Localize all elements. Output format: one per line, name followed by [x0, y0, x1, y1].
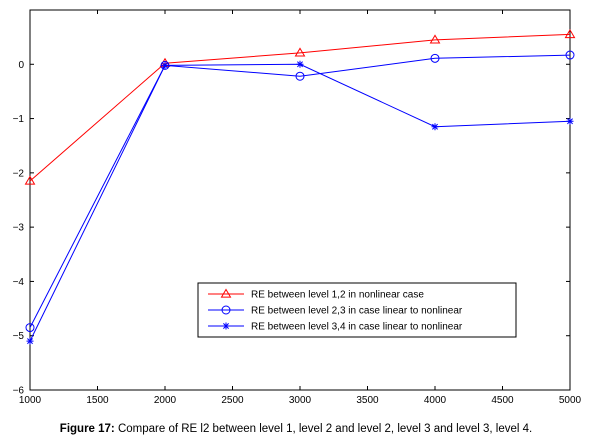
x-tick-label: 5000: [559, 395, 582, 406]
data-point-star: [566, 117, 574, 125]
y-tick-label: 0: [18, 60, 24, 71]
series-line: [29, 54, 571, 328]
data-point-triangle: [564, 28, 576, 39]
data-point-circle: [25, 323, 35, 333]
x-tick-label: 4500: [491, 395, 514, 406]
data-point-star: [26, 337, 34, 345]
axis-ticks: 1000 1500 2000 2500 3000 3500 4000 4500 5000 −6 −5…: [13, 10, 582, 406]
y-tick-label: −2: [13, 168, 25, 179]
x-tick-label: 3500: [356, 395, 379, 406]
data-point-star: [161, 61, 169, 69]
legend-label: RE between level 2,3 in case linear to n…: [251, 306, 463, 317]
y-tick-label: −4: [13, 277, 25, 288]
x-tick-label: 2500: [221, 395, 244, 406]
legend-marker-star: [222, 322, 230, 330]
data-point-triangle: [294, 47, 306, 57]
x-tick-label: 1500: [86, 395, 109, 406]
caption-text: Compare of RE l2 between level 1, level …: [114, 423, 533, 435]
data-point-star: [296, 60, 304, 68]
legend-marker-triangle: [220, 288, 232, 298]
caption-label: Figure 17:: [59, 423, 115, 435]
y-tick-label: −1: [13, 114, 25, 125]
y-tick-label: −3: [13, 223, 25, 234]
line-chart: 1000 1500 2000 2500 3000 3500 4000 4500 5000 −6 −5…: [13, 9, 582, 406]
series-3: [26, 60, 574, 345]
x-tick-label: 3000: [289, 395, 312, 406]
data-point-triangle: [24, 175, 36, 185]
data-point-circle: [295, 71, 305, 81]
x-tick-label: 1000: [19, 395, 42, 406]
data-point-circle: [565, 50, 575, 60]
series-group: [24, 28, 576, 345]
series-line: [29, 33, 571, 182]
legend-label: RE between level 3,4 in case linear to n…: [251, 322, 463, 333]
y-tick-label: −5: [13, 331, 25, 342]
legend-box: [197, 282, 517, 338]
y-tick-label: −6: [13, 386, 25, 397]
data-point-star: [431, 123, 439, 131]
legend: RE between level 1,2 in nonlinear case RE…: [197, 282, 517, 338]
x-tick-label: 4000: [424, 395, 447, 406]
x-tick-label: 2000: [154, 395, 177, 406]
data-point-triangle: [429, 34, 441, 44]
data-point-circle: [430, 53, 440, 63]
legend-label: RE between level 1,2 in nonlinear case: [251, 290, 424, 301]
figure-caption: Figure 17: Compare of RE l2 between leve…: [0, 423, 592, 435]
legend-marker-circle: [221, 305, 231, 315]
